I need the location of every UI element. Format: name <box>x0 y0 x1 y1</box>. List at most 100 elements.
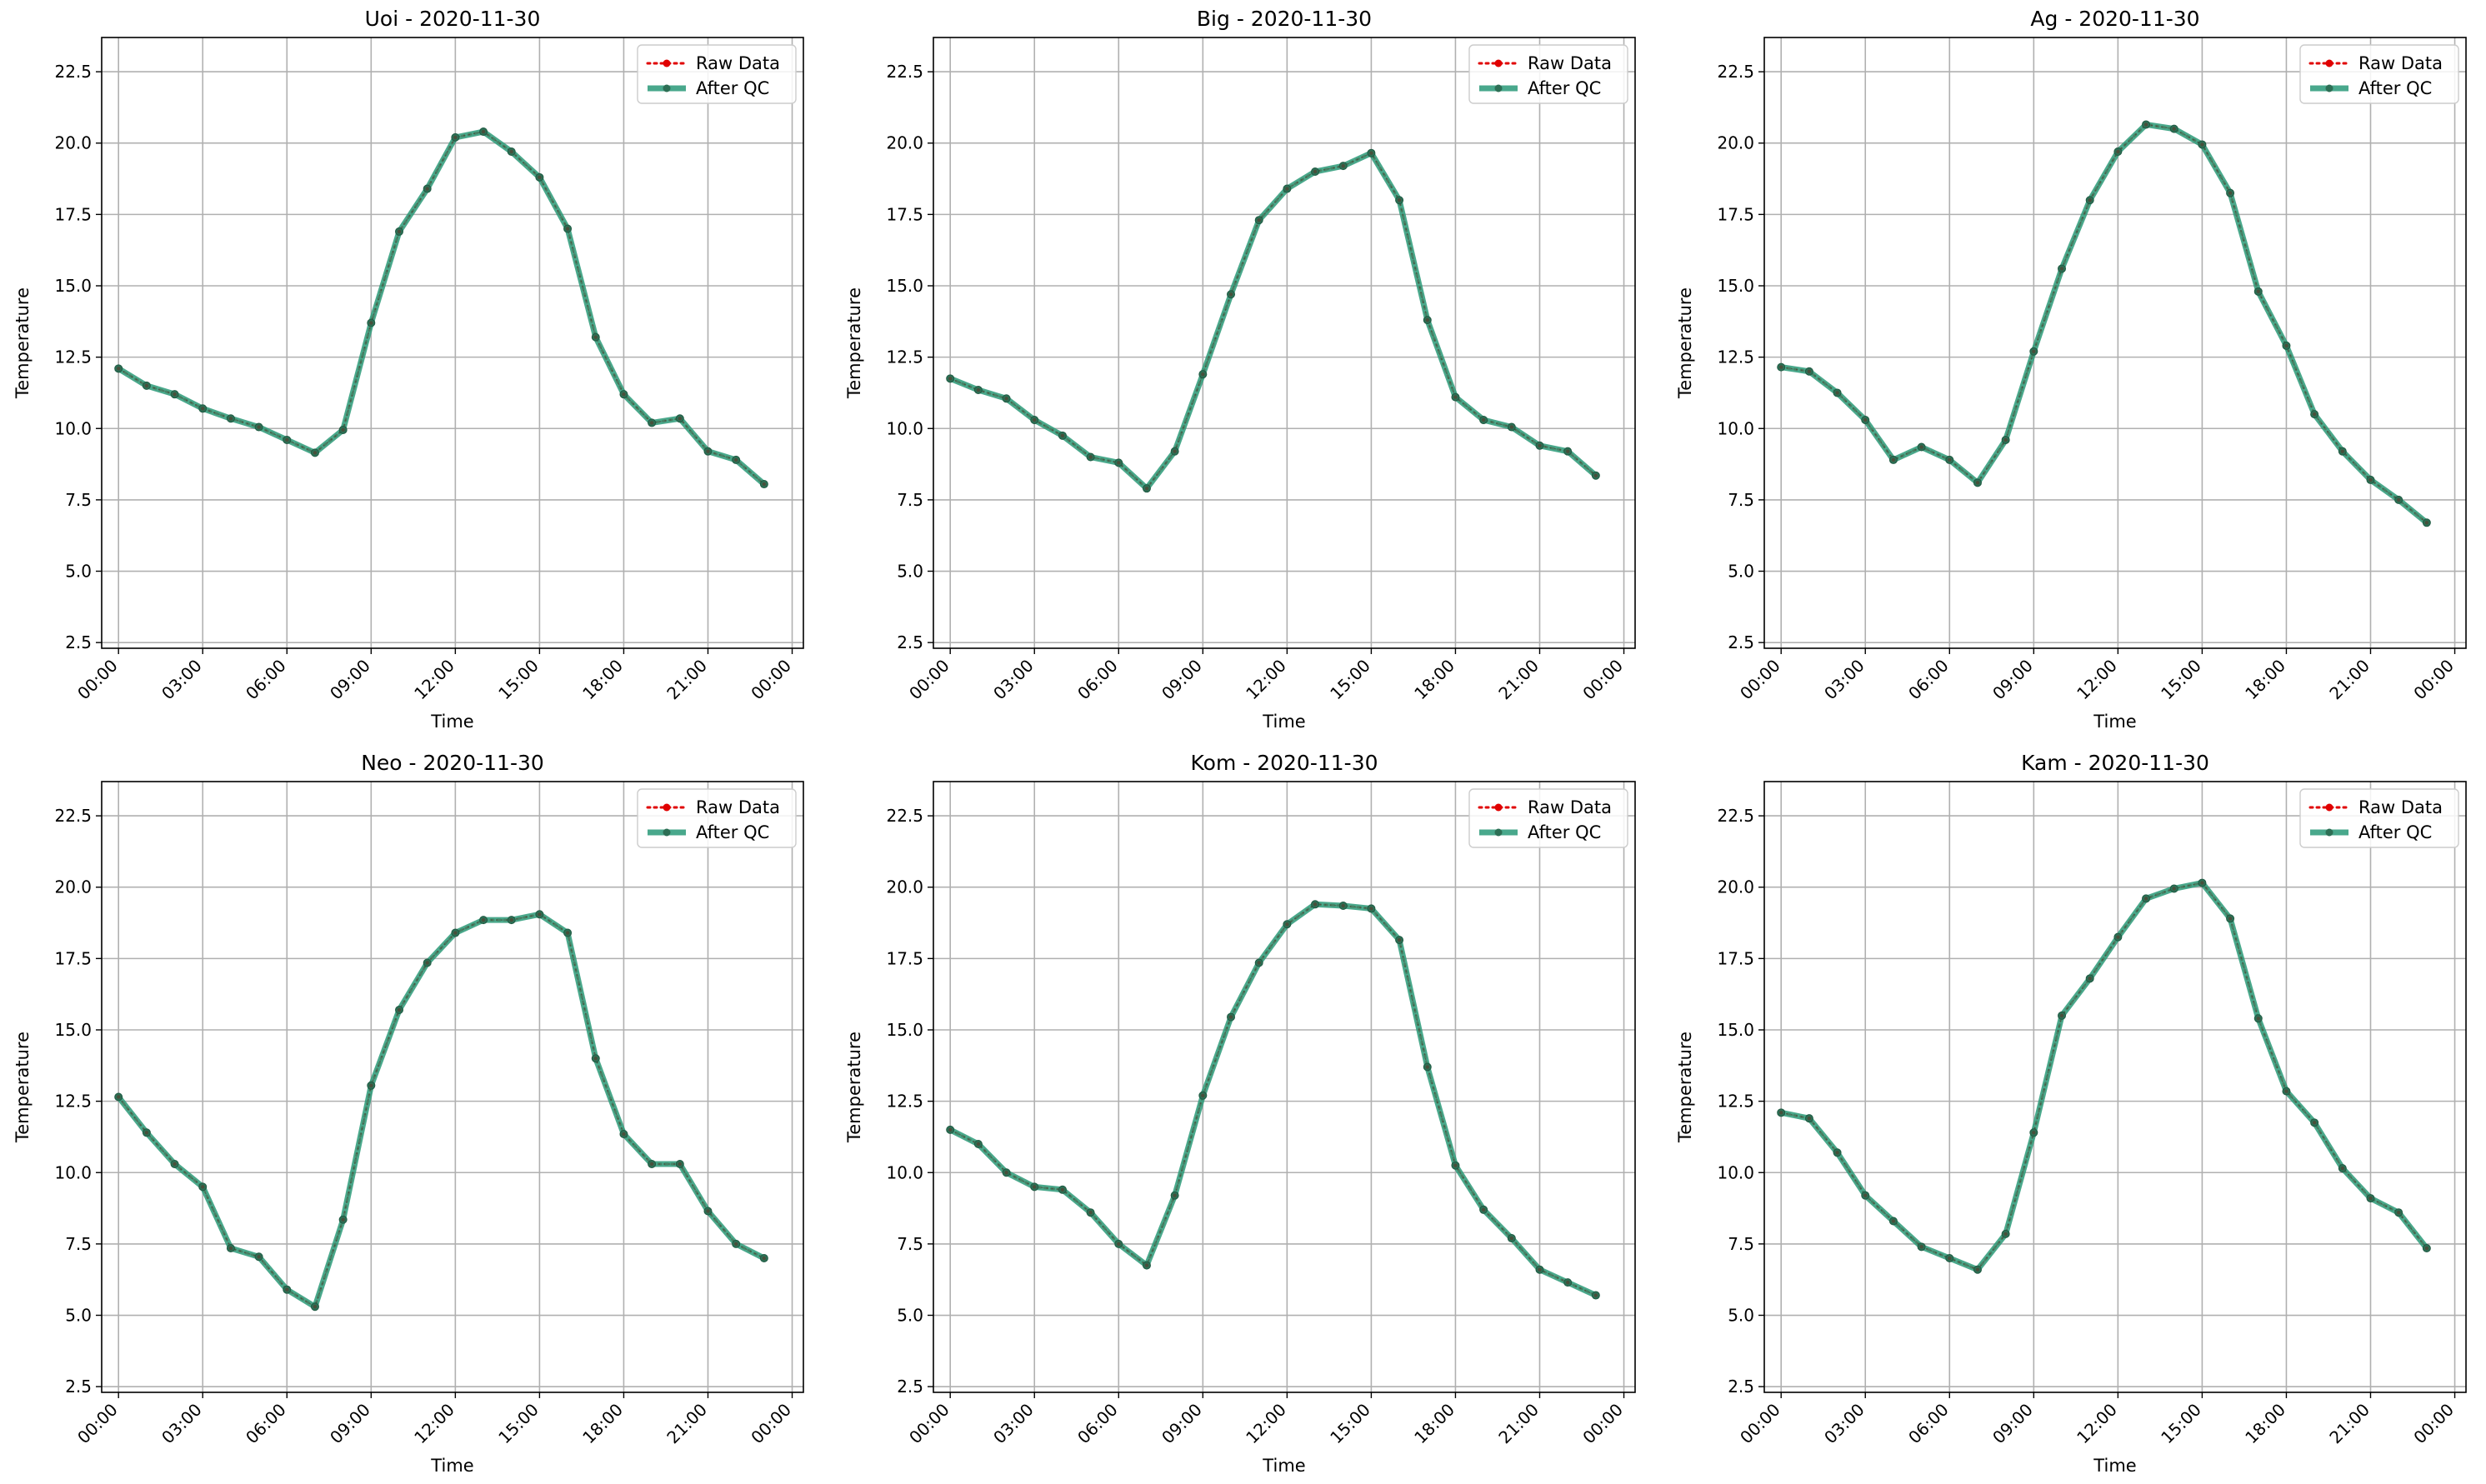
legend-raw-label: Raw Data <box>2358 797 2443 817</box>
x-tick-label: 18:00 <box>578 1400 627 1448</box>
subplot-3: Ag - 2020-11-30 2.5 5.0 7.5 10.0 12.5 15.0 17.5… <box>1675 7 2467 732</box>
raw-data-point <box>1033 417 1037 422</box>
subplot-5: Kom - 2020-11-30 2.5 5.0 7.5 10.0 12.5 15.0 17.… <box>844 751 1636 1476</box>
raw-data-point <box>2032 1131 2036 1135</box>
raw-data-point <box>173 1162 177 1167</box>
raw-data-point <box>1948 1256 1952 1261</box>
y-tick-label: 20.0 <box>886 877 923 897</box>
x-tick-label: 12:00 <box>410 1400 458 1448</box>
raw-data-point <box>678 1162 683 1167</box>
x-axis-label: Time <box>2093 1456 2136 1476</box>
raw-data-point <box>649 1162 654 1167</box>
after-qc-line <box>1780 880 2429 1273</box>
raw-data-point <box>1565 449 1570 453</box>
raw-data-point <box>1453 1163 1458 1167</box>
subplot-1: Uoi - 2020-11-30 2.5 5.0 7.5 10.0 12.5 15.0 17.… <box>13 7 804 732</box>
raw-data-point <box>2424 521 2429 525</box>
raw-data-point <box>2059 267 2064 271</box>
raw-data-overlay-line <box>1781 882 2428 1271</box>
legend-raw-label: Raw Data <box>696 53 780 73</box>
raw-data-point <box>1779 365 1783 369</box>
raw-data-point <box>1509 425 1514 429</box>
x-axis-label: Time <box>430 712 473 732</box>
plot-frame <box>1763 781 2467 1393</box>
y-tick-label: 22.5 <box>54 806 92 826</box>
x-tick-label: 12:00 <box>1242 1400 1290 1448</box>
raw-data-point <box>117 1095 121 1099</box>
x-tick-label: 00:00 <box>2409 656 2458 704</box>
x-tick-label: 00:00 <box>73 656 122 704</box>
legend: Raw Data After QC <box>2299 44 2459 104</box>
raw-data-line <box>1779 881 2428 1272</box>
x-tick-label: 09:00 <box>1158 656 1206 704</box>
x-axis-label: Time <box>1262 712 1305 732</box>
x-tick-label: 15:00 <box>2157 1400 2205 1448</box>
raw-data-point <box>425 961 429 965</box>
raw-data-point <box>593 1057 598 1061</box>
x-tick-label: 21:00 <box>663 1400 711 1448</box>
raw-data-point <box>2032 349 2036 353</box>
raw-data-overlay-line <box>118 131 765 485</box>
raw-data-point <box>313 1305 318 1309</box>
legend: Raw Data After QC <box>2299 788 2459 848</box>
raw-data-point <box>2116 935 2120 939</box>
x-tick-label: 06:00 <box>1073 656 1122 704</box>
raw-data-point <box>1313 902 1318 907</box>
x-tick-label: 15:00 <box>494 1400 543 1448</box>
y-tick-label: 15.0 <box>886 1020 923 1040</box>
x-tick-label: 21:00 <box>2325 656 2373 704</box>
y-tick-label: 12.5 <box>54 1092 92 1112</box>
raw-data-point <box>2200 881 2204 885</box>
x-tick-label: 18:00 <box>1410 1400 1458 1448</box>
after-qc-line <box>116 911 766 1310</box>
y-tick-label: 15.0 <box>54 1020 92 1040</box>
x-tick-label: 03:00 <box>158 1400 206 1448</box>
raw-data-point <box>1835 1151 1839 1155</box>
raw-data-point <box>1173 449 1177 453</box>
raw-data-line <box>948 902 1598 1297</box>
raw-data-line <box>117 130 766 486</box>
y-tick-label: 2.5 <box>65 632 92 652</box>
legend-qc-label: After QC <box>2358 822 2432 842</box>
raw-data-point <box>397 229 402 234</box>
raw-data-line <box>1779 122 2428 524</box>
y-tick-label: 22.5 <box>886 62 923 82</box>
raw-data-point <box>2088 198 2092 202</box>
after-qc-line <box>1780 121 2429 526</box>
plot-frame <box>101 37 804 649</box>
raw-data-point <box>1453 395 1458 399</box>
x-tick-label: 18:00 <box>1410 656 1458 704</box>
y-tick-label: 17.5 <box>54 204 92 224</box>
legend: Raw Data After QC <box>637 788 797 848</box>
legend-raw-marker <box>663 803 671 812</box>
raw-data-point <box>341 1217 345 1222</box>
raw-data-point <box>1481 1207 1486 1212</box>
y-tick-label: 2.5 <box>1728 632 1754 652</box>
y-tick-label: 15.0 <box>1717 1020 1754 1040</box>
x-tick-label: 00:00 <box>1578 1400 1627 1448</box>
y-tick-label: 7.5 <box>65 490 92 510</box>
raw-data-point <box>228 1246 233 1251</box>
raw-data-point <box>1004 397 1008 401</box>
raw-data-point <box>201 1185 205 1189</box>
y-tick-label: 5.0 <box>897 562 923 582</box>
raw-data-point <box>144 1131 149 1135</box>
y-tick-label: 17.5 <box>1717 948 1754 968</box>
raw-data-point <box>976 387 981 392</box>
y-axis-label: Temperature <box>844 1032 864 1143</box>
y-tick-label: 20.0 <box>54 877 92 897</box>
legend-raw-label: Raw Data <box>1528 797 1612 817</box>
x-tick-label: 06:00 <box>1904 1400 1953 1448</box>
x-tick-label: 09:00 <box>1988 656 2037 704</box>
subplot-2: Big - 2020-11-30 2.5 5.0 7.5 10.0 12.5 15.0 17.… <box>844 7 1636 732</box>
raw-data-point <box>509 917 513 922</box>
raw-data-point <box>2340 449 2345 453</box>
legend-qc-label: After QC <box>696 78 769 98</box>
raw-data-point <box>201 407 205 411</box>
x-tick-label: 12:00 <box>2073 656 2121 704</box>
y-axis-label: Temperature <box>13 287 33 399</box>
x-tick-label: 18:00 <box>2241 1400 2289 1448</box>
raw-data-point <box>1779 1111 1783 1115</box>
plot-frame <box>1763 37 2467 649</box>
